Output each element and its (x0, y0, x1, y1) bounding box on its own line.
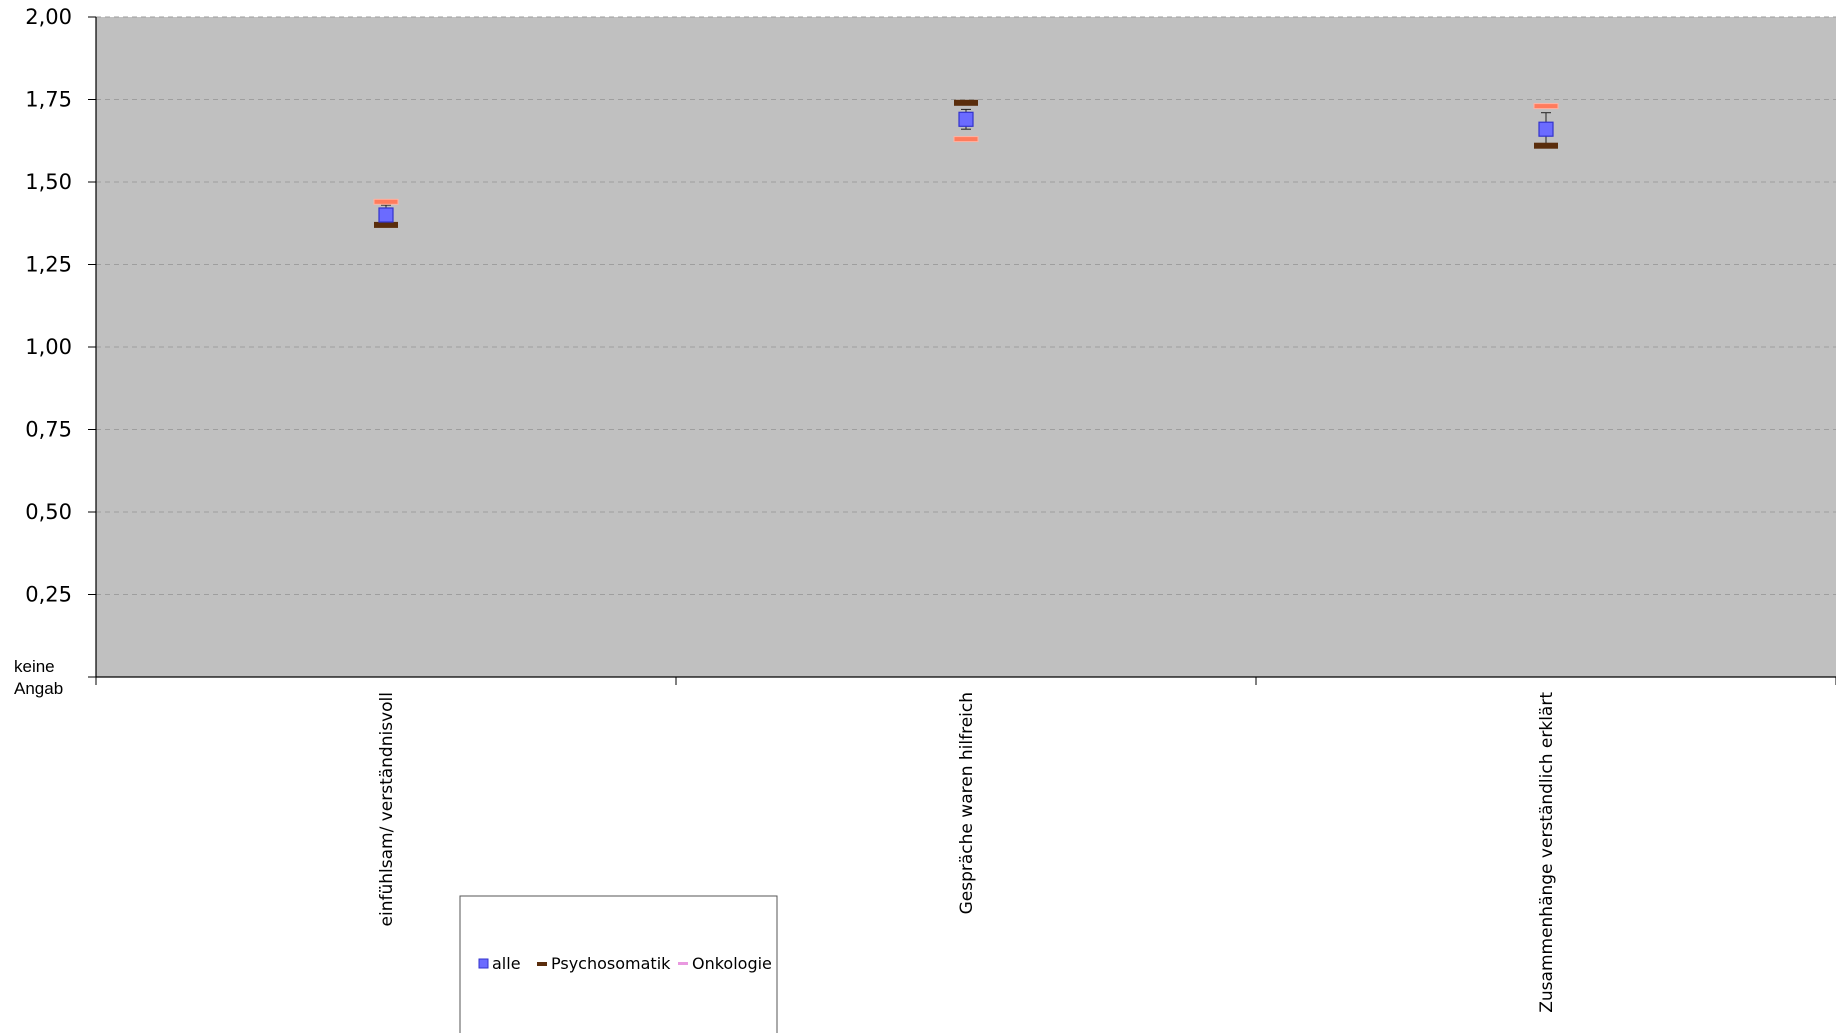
y-tick-label: 1,25 (25, 253, 72, 277)
legend-onkologie-label: Onkologie (692, 954, 772, 973)
psychosomatik-marker (1534, 142, 1558, 149)
legend-psychosomatik-swatch (537, 962, 547, 966)
onkologie-marker (953, 136, 979, 143)
y-tick-label: 1,75 (25, 88, 72, 112)
y-zero-label: keine Angab (14, 657, 63, 698)
onkologie-marker (373, 198, 399, 205)
legend-alle-label: alle (492, 954, 521, 973)
legend-box (459, 895, 778, 1033)
y-zero-label-line1: keine (14, 657, 55, 676)
category-label: einfühlsam/ verständnisvoll (377, 692, 397, 926)
legend-alle-swatch (478, 958, 489, 969)
alle-marker (1538, 121, 1554, 137)
y-tick-label: 1,00 (25, 335, 72, 359)
category-label: Zusammenhänge verständlich erklärt (1537, 692, 1557, 1013)
y-tick-label: 0,25 (25, 583, 72, 607)
y-tick-label: 0,50 (25, 500, 72, 524)
onkologie-marker (1533, 103, 1559, 110)
category-label: Gespräche waren hilfreich (957, 692, 977, 914)
legend: alle Psychosomatik Onkologie (459, 895, 778, 1033)
gridlines (96, 16, 1836, 595)
alle-marker (378, 207, 394, 223)
alle-marker (958, 111, 974, 127)
y-tick-label: 1,50 (25, 170, 72, 194)
y-axis: 2,00 1,75 1,50 1,25 1,00 0,75 0,50 0,25 (25, 5, 97, 678)
legend-psychosomatik-label: Psychosomatik (551, 954, 671, 973)
data-points (373, 99, 1559, 228)
x-axis (95, 676, 1836, 685)
category-labels: einfühlsam/ verständnisvoll Gespräche war… (377, 692, 1557, 1013)
y-zero-label-line2: Angab (14, 679, 63, 698)
legend-onkologie-swatch (678, 962, 688, 965)
y-tick-label: 2,00 (25, 5, 72, 29)
y-tick-label: 0,75 (25, 418, 72, 442)
psychosomatik-marker (954, 99, 978, 106)
psychosomatik-marker (374, 221, 398, 228)
